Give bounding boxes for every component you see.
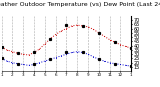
Text: Milwaukee Weather Outdoor Temperature (vs) Dew Point (Last 24 Hours): Milwaukee Weather Outdoor Temperature (v… <box>0 2 160 7</box>
